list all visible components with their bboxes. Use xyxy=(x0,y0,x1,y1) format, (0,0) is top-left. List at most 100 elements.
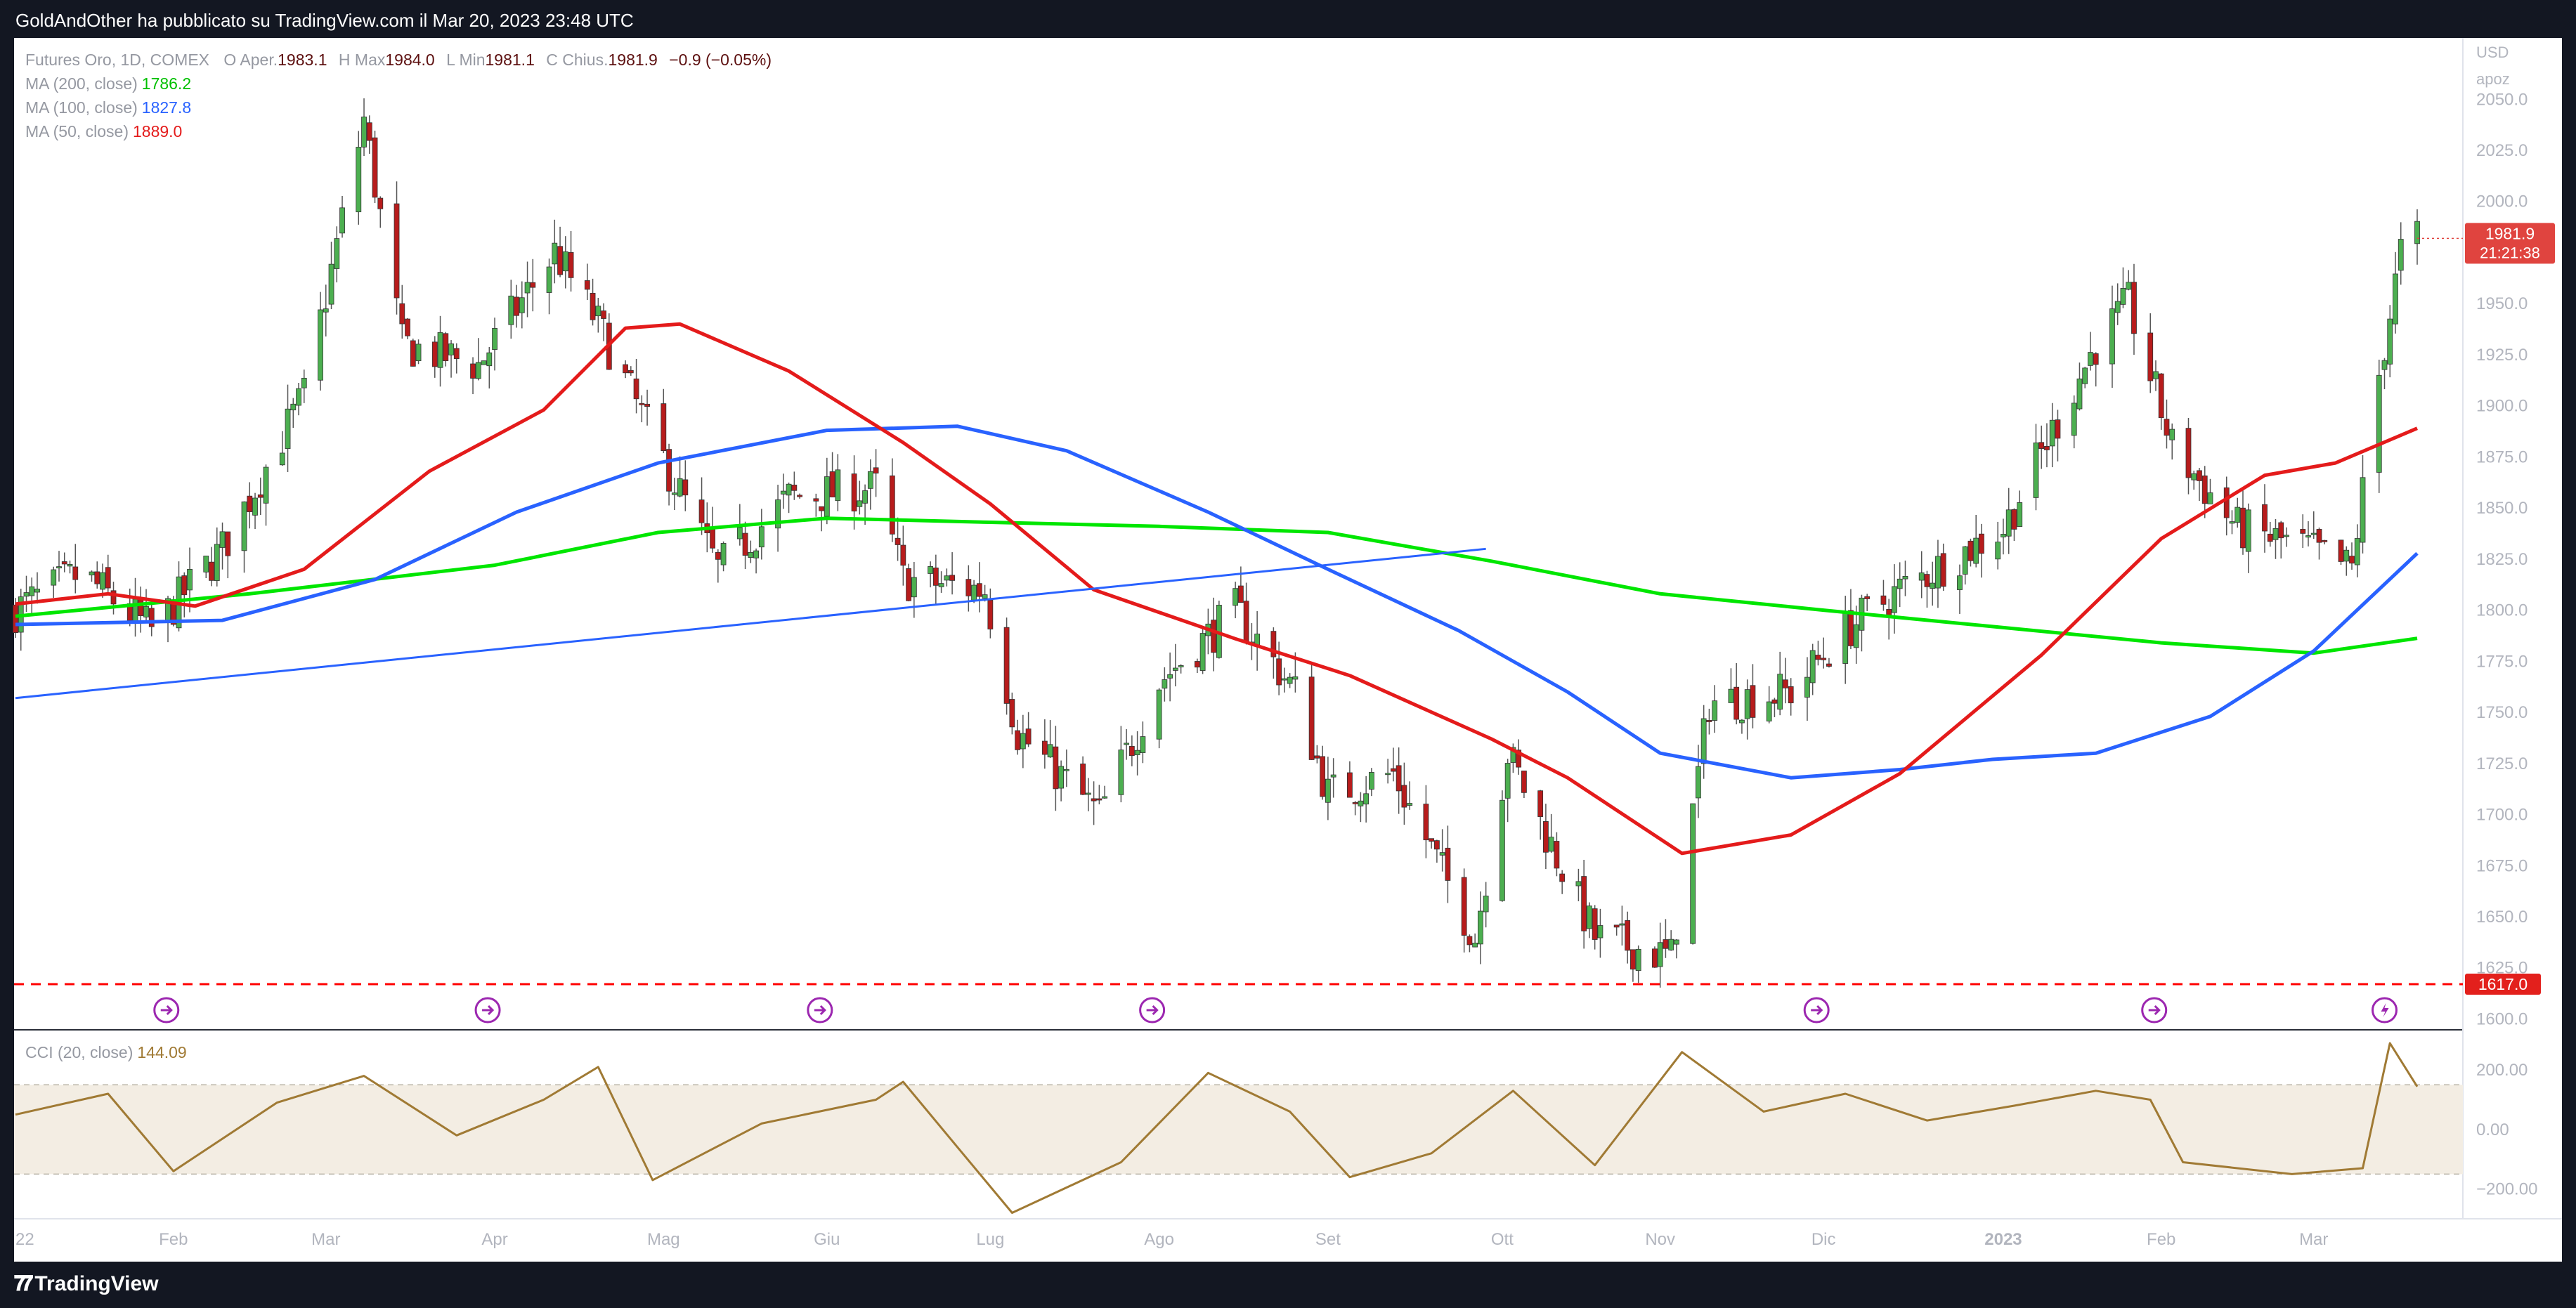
candle xyxy=(1445,825,1451,903)
month-label: Feb xyxy=(159,1230,188,1249)
candle xyxy=(677,456,683,498)
candle-body xyxy=(1401,785,1407,808)
candle-body xyxy=(1276,658,1282,686)
candle-body xyxy=(976,583,982,597)
candle xyxy=(2354,524,2360,577)
candle xyxy=(51,566,57,599)
candle-body xyxy=(1091,798,1097,802)
event-icon xyxy=(807,997,833,1023)
candle-body xyxy=(2381,360,2388,370)
candle-body xyxy=(666,449,672,492)
candle xyxy=(1712,685,1718,733)
tradingview-logo[interactable]: 𝟕𝟕 TradingView xyxy=(14,1270,159,1298)
candle xyxy=(627,366,634,376)
candle xyxy=(775,485,781,552)
candle xyxy=(2169,423,2175,460)
candle xyxy=(492,318,497,371)
candle xyxy=(2109,285,2115,388)
candle-body xyxy=(1625,920,1631,951)
candle-body xyxy=(94,571,100,584)
candle-body xyxy=(339,207,345,234)
candle xyxy=(1537,790,1544,840)
candle xyxy=(1216,601,1222,659)
candle xyxy=(753,548,759,574)
candle xyxy=(938,571,944,593)
candle xyxy=(2185,417,2192,495)
month-label: Mar xyxy=(311,1230,340,1249)
candle-body xyxy=(1080,764,1086,795)
price-tick-label: 1925.0 xyxy=(2476,346,2528,365)
candle-body xyxy=(971,584,977,601)
candle-body xyxy=(2158,373,2164,419)
candle xyxy=(1243,582,1249,645)
candle xyxy=(1368,768,1374,797)
candle xyxy=(1500,790,1505,902)
candle-body xyxy=(661,403,667,451)
candle xyxy=(2235,497,2241,528)
candle-body xyxy=(851,473,857,511)
candle xyxy=(1902,561,1908,596)
candle xyxy=(639,395,645,423)
candle-body xyxy=(492,328,497,350)
candle-body xyxy=(1396,765,1402,792)
candle xyxy=(323,285,329,336)
candle xyxy=(219,522,226,570)
candle-body xyxy=(285,408,291,450)
candle xyxy=(1554,832,1560,877)
unit-label: apoz xyxy=(2476,70,2510,88)
candle-body xyxy=(453,348,460,360)
candle xyxy=(698,477,705,535)
candle xyxy=(448,340,454,378)
candle xyxy=(1020,714,1026,769)
candle xyxy=(1940,543,1946,591)
candle xyxy=(976,562,982,613)
candle-body xyxy=(2240,507,2246,549)
candle-body xyxy=(824,476,830,517)
ohlc-legend: Futures Oro, 1D, COMEX O Aper.1983.1 H M… xyxy=(25,51,772,70)
candle-body xyxy=(181,575,188,596)
candle xyxy=(562,236,568,289)
candle xyxy=(356,131,362,225)
candle xyxy=(519,281,525,329)
candle xyxy=(1254,611,1261,671)
candle xyxy=(209,547,214,587)
candle-body xyxy=(1385,773,1391,776)
candle-body xyxy=(1630,949,1636,970)
candle-body xyxy=(1041,740,1048,755)
candle-body xyxy=(2011,509,2017,530)
candle xyxy=(1466,934,1473,953)
candle-body xyxy=(1363,793,1370,805)
ma100-label: MA (100, close) xyxy=(25,98,138,117)
candle xyxy=(1009,692,1015,735)
candle-body xyxy=(1466,936,1473,946)
candle xyxy=(1287,673,1293,688)
candle xyxy=(94,561,100,589)
candle-body xyxy=(2185,428,2192,478)
cci-tick-label: 0.00 xyxy=(2476,1120,2509,1139)
candle xyxy=(1346,761,1353,798)
candle xyxy=(1783,658,1788,704)
candle-body xyxy=(1674,939,1679,945)
candle-body xyxy=(1439,852,1445,856)
price-tick-label: 1775.0 xyxy=(2476,652,2528,671)
candle-body xyxy=(1521,771,1527,793)
candle-body xyxy=(2153,371,2159,379)
candle xyxy=(2310,511,2317,539)
candle xyxy=(715,549,721,583)
candle xyxy=(2360,455,2366,554)
candle xyxy=(132,577,138,637)
candle xyxy=(1880,580,1887,611)
candle-body xyxy=(1771,699,1778,704)
candle xyxy=(2038,425,2045,469)
candle xyxy=(279,431,285,466)
candle xyxy=(2197,468,2202,502)
candle xyxy=(1053,726,1059,811)
candle-body xyxy=(677,478,683,497)
candle xyxy=(2082,367,2088,388)
candle-body xyxy=(1853,624,1859,648)
candle-body xyxy=(1390,768,1396,772)
candle xyxy=(2207,478,2213,504)
price-tick-label: 1600.0 xyxy=(2476,1009,2528,1028)
candle-body xyxy=(415,344,422,362)
